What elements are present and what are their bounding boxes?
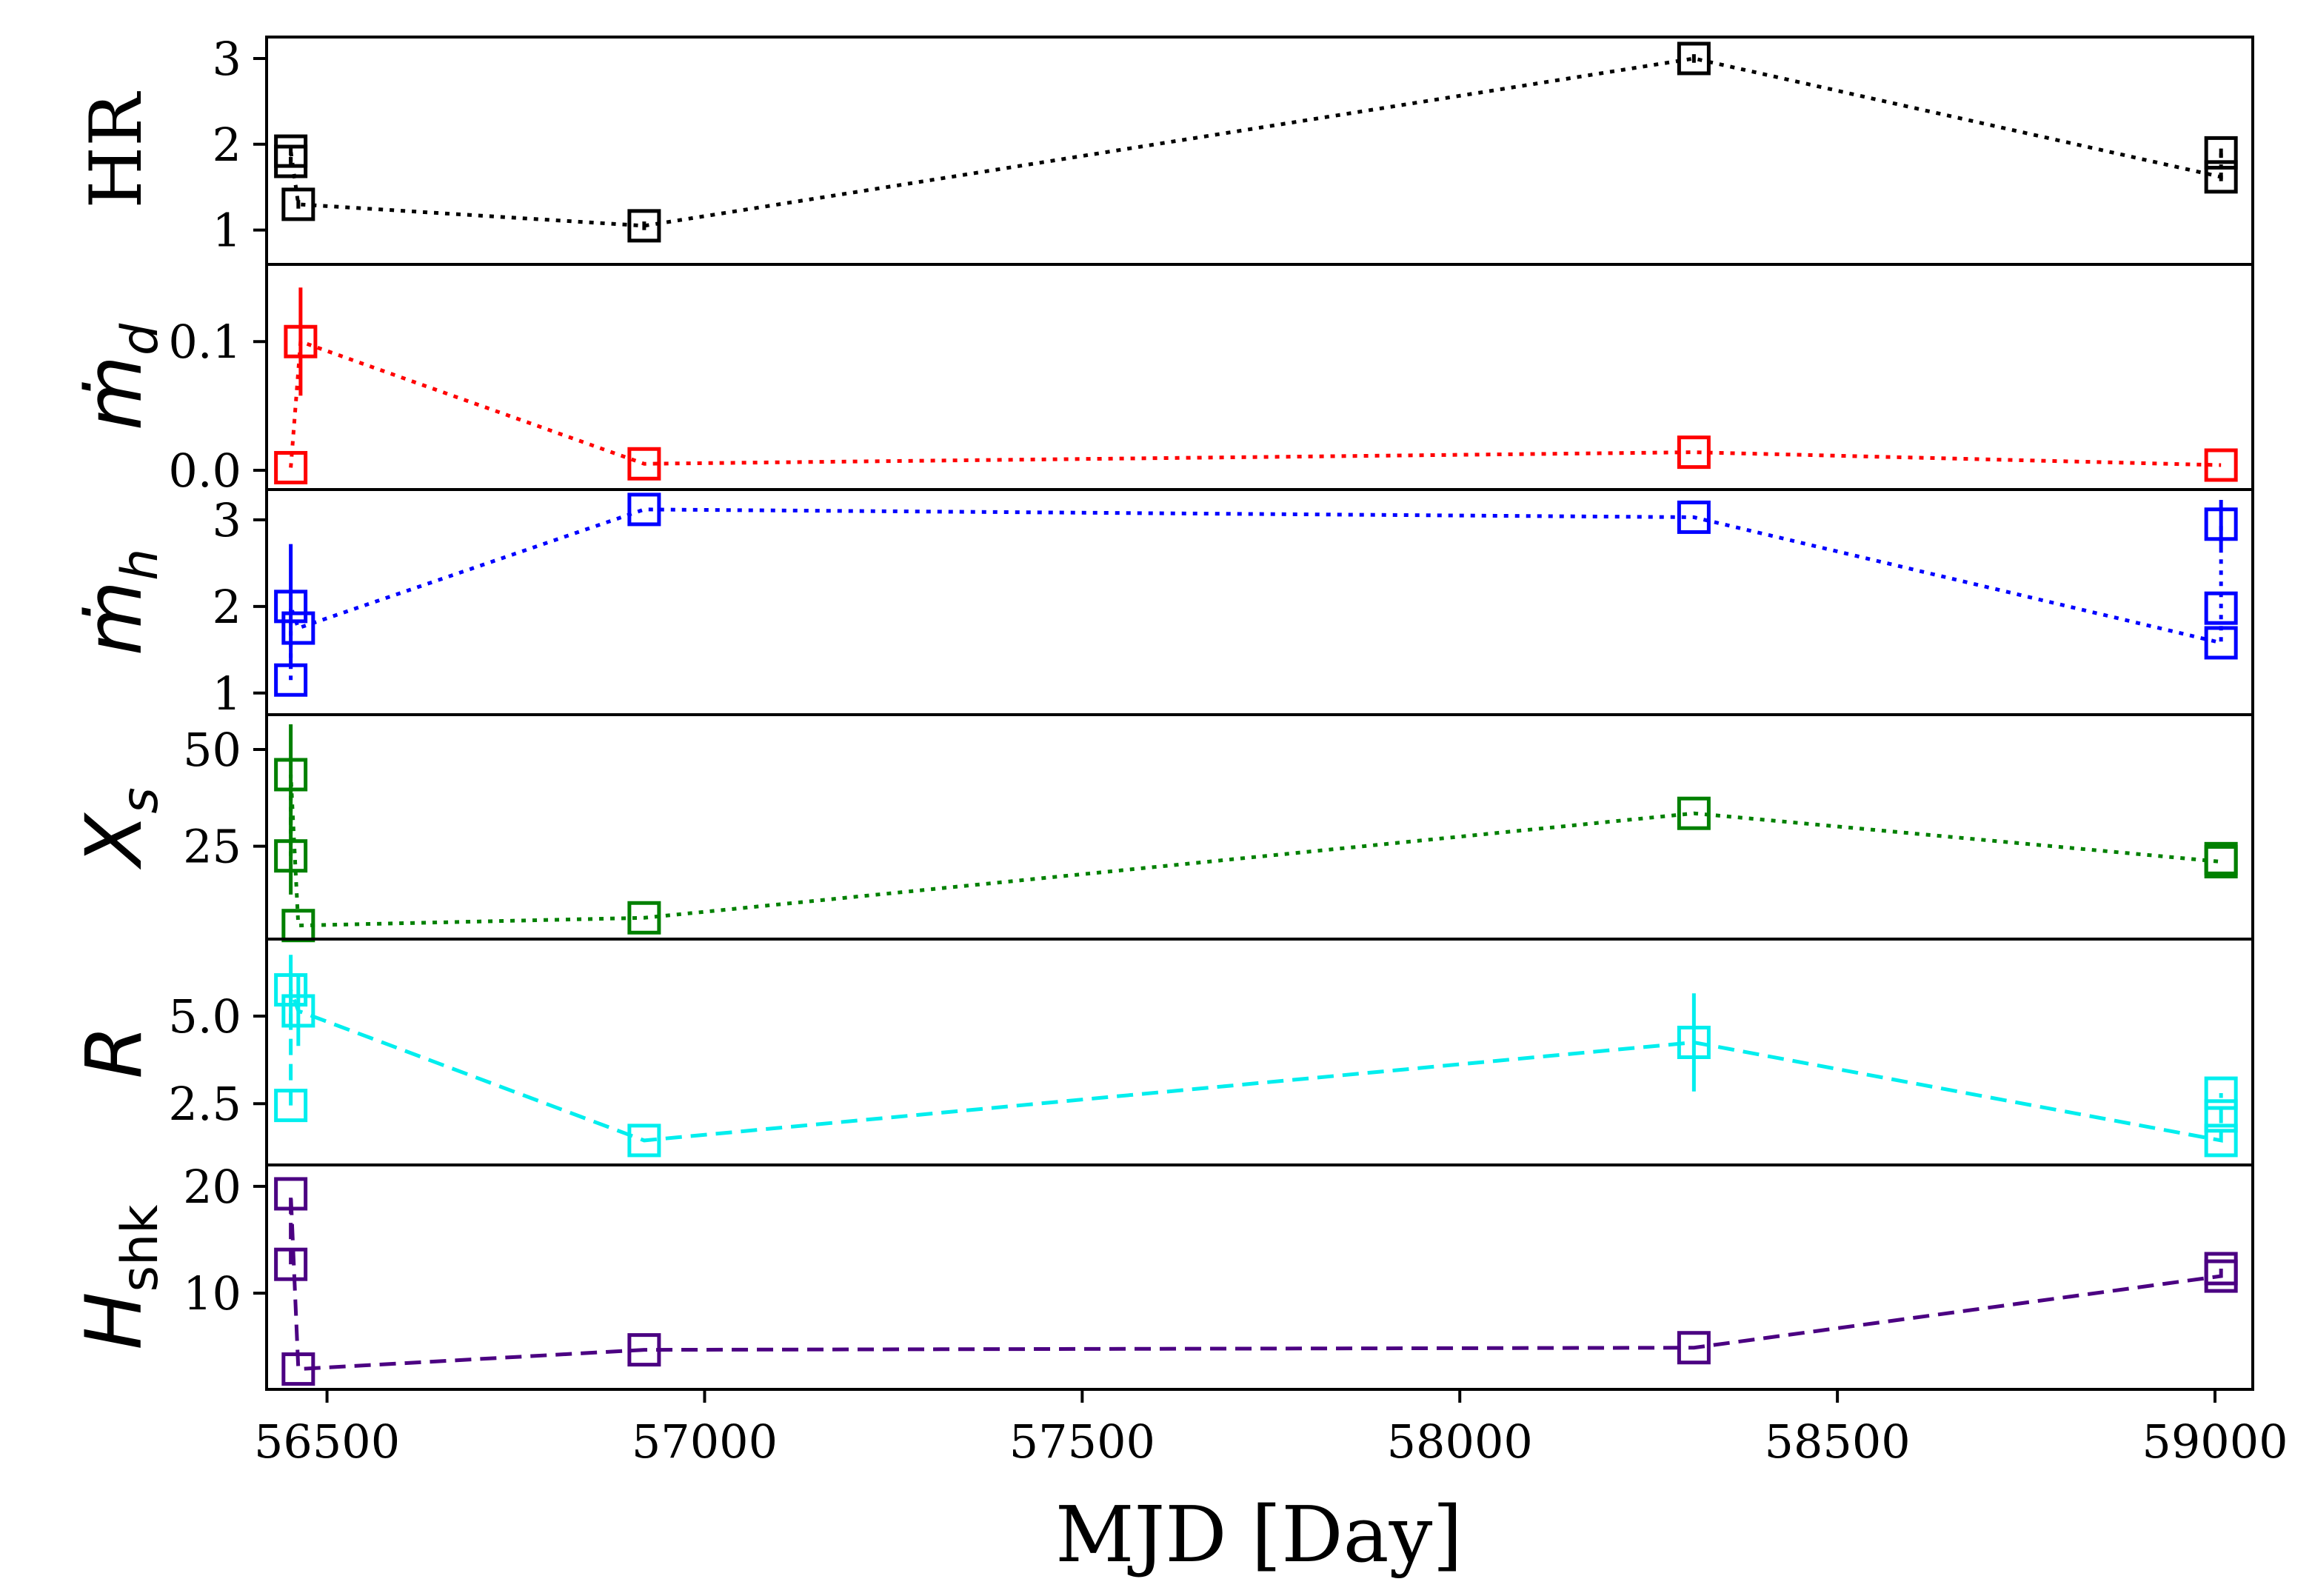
data-point bbox=[284, 324, 318, 358]
y-tick-label: 2 bbox=[213, 580, 241, 634]
data-point bbox=[2204, 1123, 2238, 1158]
data-point bbox=[2204, 591, 2238, 625]
data-point bbox=[2204, 1252, 2238, 1286]
data-point bbox=[1677, 796, 1711, 830]
panel-mdot-d: 0.0 0.1ṁd bbox=[69, 263, 2254, 498]
data-point bbox=[627, 1333, 661, 1367]
y-axis-label-hshk: Hshk bbox=[69, 1204, 170, 1350]
data-point bbox=[274, 590, 308, 624]
data-point bbox=[274, 1177, 308, 1211]
series-line-mdot-h bbox=[289, 507, 2223, 681]
data-point bbox=[627, 1123, 661, 1158]
data-point bbox=[627, 493, 661, 527]
data-point bbox=[627, 209, 661, 243]
series-line-hshk bbox=[289, 1193, 2223, 1372]
series-line-xs bbox=[289, 774, 2223, 928]
y-tick-label: 0.1 bbox=[168, 315, 241, 369]
data-point bbox=[2204, 507, 2238, 541]
y-axis-label-r: R bbox=[69, 1025, 159, 1078]
y-tick-label: 5.0 bbox=[168, 989, 241, 1044]
y-tick-label: 20 bbox=[183, 1160, 241, 1214]
panel-mdot-h: 1 2 3 ṁh bbox=[69, 488, 2254, 721]
data-point bbox=[274, 839, 308, 873]
y-tick-label: 10 bbox=[183, 1266, 241, 1320]
y-tick-label: 3 bbox=[213, 493, 241, 547]
panel-hr: 1 2 3 HR bbox=[75, 32, 2254, 266]
y-axis-label-mdot-d: ṁd bbox=[69, 323, 170, 430]
y-tick-label: 2 bbox=[213, 118, 241, 172]
y-tick-label: 25 bbox=[183, 820, 241, 874]
data-point bbox=[1677, 1331, 1711, 1365]
y-axis-label-xs: Xs bbox=[69, 787, 170, 870]
series-line-hr bbox=[289, 56, 2223, 228]
data-point bbox=[1677, 41, 1711, 76]
data-point bbox=[281, 187, 315, 221]
data-point bbox=[1677, 435, 1711, 470]
panel-frame bbox=[265, 488, 2254, 716]
data-point bbox=[627, 901, 661, 935]
data-point bbox=[2204, 841, 2238, 875]
x-tick-label: 57500 bbox=[1009, 1415, 1155, 1469]
x-tick-label: 58500 bbox=[1765, 1415, 1911, 1469]
data-point bbox=[1677, 500, 1711, 534]
data-point bbox=[274, 758, 308, 792]
data-point bbox=[627, 447, 661, 481]
data-point bbox=[281, 909, 315, 943]
panel-r: 2.5 5.0R bbox=[69, 938, 2254, 1166]
data-point bbox=[274, 1247, 308, 1281]
y-tick-label: 2.5 bbox=[168, 1077, 241, 1131]
x-tick-label: 59000 bbox=[2142, 1415, 2288, 1469]
y-axis-label-mdot-h: ṁh bbox=[69, 549, 170, 655]
x-tick-label: 57000 bbox=[632, 1415, 778, 1469]
data-point bbox=[1677, 1025, 1711, 1059]
data-point bbox=[281, 611, 315, 645]
data-point bbox=[2204, 136, 2238, 170]
series-line-r bbox=[289, 989, 2223, 1143]
data-point bbox=[274, 973, 308, 1007]
panel-frame bbox=[265, 713, 2254, 941]
y-tick-label: 50 bbox=[183, 723, 241, 777]
data-point bbox=[274, 450, 308, 484]
panel-frame bbox=[265, 1163, 2254, 1391]
data-point bbox=[274, 1089, 308, 1123]
data-point bbox=[2204, 448, 2238, 482]
series-line-mdot-d bbox=[289, 338, 2222, 468]
y-tick-label: 0.0 bbox=[168, 444, 241, 498]
x-axis-label: MJD [Day] bbox=[1055, 1489, 1463, 1580]
y-tick-label: 3 bbox=[213, 32, 241, 86]
x-tick-label: 58000 bbox=[1387, 1415, 1533, 1469]
data-point bbox=[274, 134, 308, 168]
panel-frame bbox=[265, 938, 2254, 1166]
data-point bbox=[2204, 1076, 2238, 1110]
panel-frame bbox=[265, 263, 2254, 491]
y-axis-label-hr: HR bbox=[75, 91, 158, 209]
y-tick-label: 1 bbox=[213, 204, 241, 258]
x-tick-label: 56500 bbox=[254, 1415, 400, 1469]
data-point bbox=[2204, 160, 2238, 194]
data-point bbox=[2204, 1099, 2238, 1133]
x-axis: 56500 57000 57500 58000 58500 59000 bbox=[254, 1389, 2288, 1469]
panel-frame bbox=[265, 36, 2254, 266]
data-point bbox=[2204, 626, 2238, 660]
y-tick-label: 1 bbox=[213, 667, 241, 721]
data-point bbox=[281, 1352, 315, 1386]
data-point bbox=[281, 994, 315, 1028]
